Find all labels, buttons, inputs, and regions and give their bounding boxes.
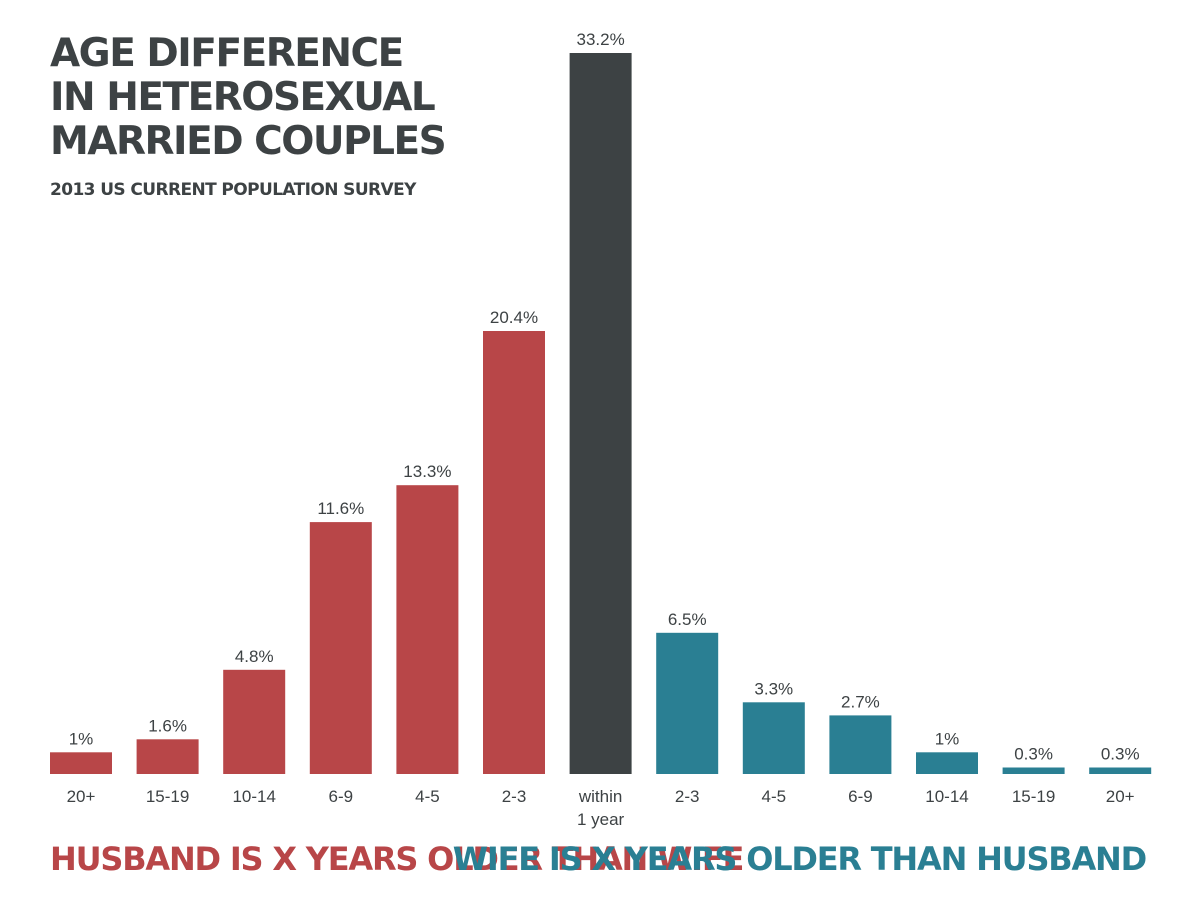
bar-wife-8: [742, 702, 805, 774]
tick-label-10: 10-14: [925, 787, 968, 806]
tick-label-7: 2-3: [675, 787, 700, 806]
tick-label-11: 15-19: [1012, 787, 1055, 806]
tick-label-8: 4-5: [762, 787, 787, 806]
tick-label-0: 20+: [67, 787, 96, 806]
value-label-8: 3.3%: [754, 679, 793, 698]
bar-husband-3: [309, 522, 372, 774]
bar-wife-9: [829, 715, 892, 774]
tick-label-3: 6-9: [329, 787, 354, 806]
husband-older-label: HUSBAND IS X YEARS OLDER THAN WIFE: [50, 840, 743, 878]
value-label-2: 4.8%: [235, 647, 274, 666]
value-label-4: 13.3%: [403, 462, 451, 481]
value-label-6: 33.2%: [576, 30, 624, 49]
tick-label-2: 10-14: [232, 787, 275, 806]
bar-husband-4: [396, 485, 459, 774]
value-label-11: 0.3%: [1014, 745, 1053, 764]
value-label-0: 1%: [69, 729, 94, 748]
group-legend: HUSBAND IS X YEARS OLDER THAN WIFE WIFE …: [50, 840, 1147, 878]
x-tick-labels: 20+ 15-19 10-14 6-9 4-5 2-3 within 1 year 2-3 4-5…: [67, 787, 1135, 829]
bar-wife-10: [916, 752, 978, 774]
value-label-9: 2.7%: [841, 692, 880, 711]
value-label-5: 20.4%: [490, 308, 538, 327]
title-line-2: IN HETEROSEXUAL: [50, 75, 435, 120]
bar-husband-5: [483, 331, 545, 774]
bar-husband-1: [136, 739, 199, 774]
bar-husband-2: [223, 669, 286, 774]
tick-label-6-line-1: 1 year: [577, 810, 625, 829]
tick-label-12: 20+: [1106, 787, 1135, 806]
title-line-1: AGE DIFFERENCE: [50, 31, 403, 76]
wife-older-label: WIFE IS X YEARS OLDER THAN HUSBAND: [453, 840, 1146, 878]
value-label-7: 6.5%: [668, 610, 707, 629]
tick-label-9: 6-9: [848, 787, 873, 806]
title-line-3: MARRIED COUPLES: [50, 119, 445, 164]
chart-subtitle: 2013 US CURRENT POPULATION SURVEY: [50, 180, 417, 200]
tick-label-5: 2-3: [502, 787, 527, 806]
tick-label-4: 4-5: [415, 787, 440, 806]
value-label-3: 11.6%: [317, 499, 364, 518]
value-label-1: 1.6%: [148, 716, 187, 735]
bar-neutral-6: [569, 53, 632, 774]
bar-wife-12: [1089, 767, 1152, 774]
bar-husband-0: [50, 752, 112, 774]
value-labels-layer: 1% 1.6% 4.8% 11.6% 13.3% 20.4% 33.2% 6.5% 3.3% 2.…: [69, 30, 1140, 764]
chart-title: AGE DIFFERENCE IN HETEROSEXUAL MARRIED C…: [50, 31, 447, 200]
bar-wife-7: [656, 632, 719, 774]
value-label-10: 1%: [935, 729, 960, 748]
value-label-12: 0.3%: [1101, 745, 1140, 764]
tick-label-1: 15-19: [146, 787, 189, 806]
tick-label-6-line-0: within: [578, 787, 622, 806]
bar-wife-11: [1002, 767, 1065, 774]
bars-layer: [50, 53, 1152, 774]
